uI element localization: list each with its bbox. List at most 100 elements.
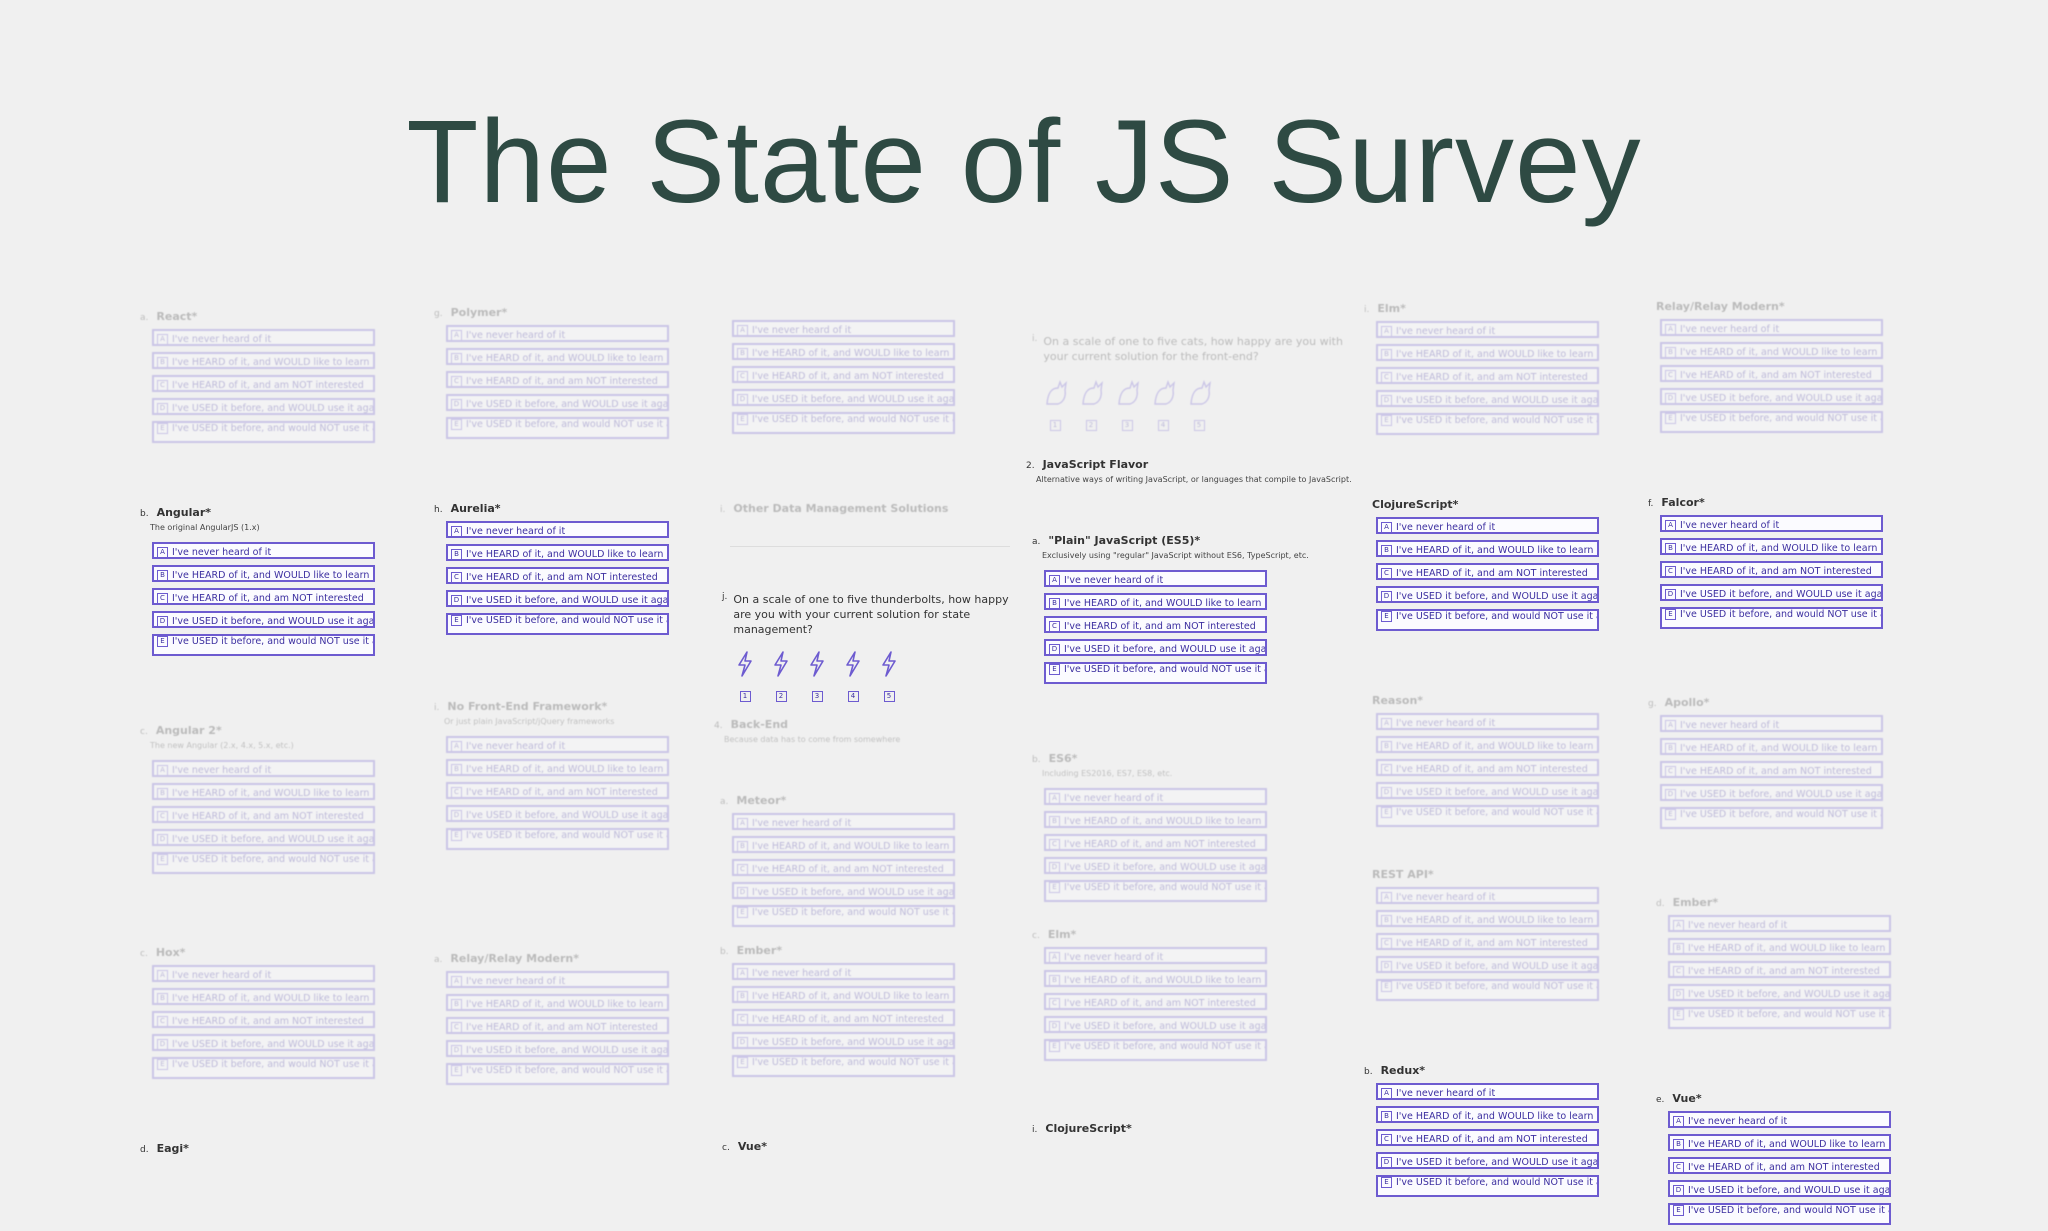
rating-choice[interactable]: 1 <box>734 651 756 702</box>
answer-option[interactable]: D I've USED it before, and WOULD use it a… <box>152 611 375 628</box>
answer-option[interactable]: A I've never heard of it <box>732 320 955 337</box>
answer-option[interactable]: B I've HEARD of it, and WOULD like to lea… <box>1044 970 1267 987</box>
answer-option[interactable]: D I've USED it before, and WOULD use it a… <box>446 1040 669 1057</box>
answer-option[interactable]: A I've never heard of it <box>1668 915 1891 932</box>
answer-option[interactable]: C I've HEARD of it, and am NOT interested <box>1376 1129 1599 1146</box>
answer-option[interactable]: C I've HEARD of it, and am NOT interested <box>1376 367 1599 384</box>
answer-option[interactable]: A I've never heard of it <box>1044 947 1267 964</box>
rating-choice[interactable]: 4 <box>1152 378 1175 431</box>
answer-option[interactable]: C I've HEARD of it, and am NOT interested <box>1668 961 1891 978</box>
answer-option[interactable]: D I've USED it before, and WOULD use it a… <box>1376 956 1599 973</box>
answer-option[interactable]: B I've HEARD of it, and WOULD like to lea… <box>732 836 955 853</box>
answer-option[interactable]: A I've never heard of it <box>152 542 375 559</box>
answer-option[interactable]: D I've USED it before, and WOULD use it a… <box>1376 782 1599 799</box>
answer-option[interactable]: B I've HEARD of it, and WOULD like to lea… <box>1668 1134 1891 1151</box>
answer-option[interactable]: E I've USED it before, and would NOT use … <box>1044 1039 1267 1061</box>
answer-option[interactable]: C I've HEARD of it, and am NOT interested <box>446 371 669 388</box>
answer-option[interactable]: E I've USED it before, and would NOT use … <box>732 905 955 927</box>
answer-option[interactable]: B I've HEARD of it, and WOULD like to lea… <box>1376 540 1599 557</box>
answer-option[interactable]: C I've HEARD of it, and am NOT interested <box>732 366 955 383</box>
answer-option[interactable]: C I've HEARD of it, and am NOT interested <box>152 1011 375 1028</box>
answer-option[interactable]: B I've HEARD of it, and WOULD like to lea… <box>1660 738 1883 755</box>
answer-option[interactable]: B I've HEARD of it, and WOULD like to lea… <box>732 343 955 360</box>
answer-option[interactable]: C I've HEARD of it, and am NOT interested <box>446 567 669 584</box>
answer-option[interactable]: E I've USED it before, and would NOT use … <box>1376 413 1599 435</box>
answer-option[interactable]: A I've never heard of it <box>446 736 669 753</box>
answer-option[interactable]: B I've HEARD of it, and WOULD like to lea… <box>446 348 669 365</box>
answer-option[interactable]: D I've USED it before, and WOULD use it a… <box>1376 390 1599 407</box>
answer-option[interactable]: C I've HEARD of it, and am NOT interested <box>1660 561 1883 578</box>
answer-option[interactable]: B I've HEARD of it, and WOULD like to lea… <box>1376 344 1599 361</box>
answer-option[interactable]: B I've HEARD of it, and WOULD like to lea… <box>1660 538 1883 555</box>
answer-option[interactable]: A I've never heard of it <box>1044 570 1267 587</box>
answer-option[interactable]: A I've never heard of it <box>446 971 669 988</box>
answer-option[interactable]: D I've USED it before, and WOULD use it a… <box>1044 857 1267 874</box>
answer-option[interactable]: A I've never heard of it <box>1044 788 1267 805</box>
answer-option[interactable]: C I've HEARD of it, and am NOT interested <box>732 1009 955 1026</box>
answer-option[interactable]: B I've HEARD of it, and WOULD like to lea… <box>1660 342 1883 359</box>
answer-option[interactable]: C I've HEARD of it, and am NOT interested <box>152 588 375 605</box>
answer-option[interactable]: D I've USED it before, and WOULD use it a… <box>1376 586 1599 603</box>
answer-option[interactable]: E I've USED it before, and would NOT use … <box>1044 880 1267 902</box>
answer-option[interactable]: E I've USED it before, and would NOT use … <box>1660 807 1883 829</box>
rating-choice[interactable]: 1 <box>1044 378 1067 431</box>
answer-option[interactable]: B I've HEARD of it, and WOULD like to lea… <box>732 986 955 1003</box>
answer-option[interactable]: E I've USED it before, and would NOT use … <box>152 852 375 874</box>
answer-option[interactable]: E I've USED it before, and would NOT use … <box>152 1057 375 1079</box>
answer-option[interactable]: E I've USED it before, and would NOT use … <box>1376 1175 1599 1197</box>
answer-option[interactable]: E I've USED it before, and would NOT use … <box>1660 607 1883 629</box>
answer-option[interactable]: D I've USED it before, and WOULD use it a… <box>446 590 669 607</box>
answer-option[interactable]: E I've USED it before, and would NOT use … <box>732 412 955 434</box>
answer-option[interactable]: A I've never heard of it <box>1668 1111 1891 1128</box>
answer-option[interactable]: D I've USED it before, and WOULD use it a… <box>1668 1180 1891 1197</box>
answer-option[interactable]: C I've HEARD of it, and am NOT interested <box>1376 759 1599 776</box>
answer-option[interactable]: D I've USED it before, and WOULD use it a… <box>152 829 375 846</box>
answer-option[interactable]: A I've never heard of it <box>152 329 375 346</box>
answer-option[interactable]: D I've USED it before, and WOULD use it a… <box>732 389 955 406</box>
answer-option[interactable]: C I've HEARD of it, and am NOT interested <box>1668 1157 1891 1174</box>
rating-choice[interactable]: 3 <box>1116 378 1139 431</box>
answer-option[interactable]: D I've USED it before, and WOULD use it a… <box>732 1032 955 1049</box>
answer-option[interactable]: B I've HEARD of it, and WOULD like to lea… <box>1044 593 1267 610</box>
answer-option[interactable]: A I've never heard of it <box>1660 319 1883 336</box>
rating-choice[interactable]: 3 <box>806 651 828 702</box>
answer-option[interactable]: C I've HEARD of it, and am NOT interested <box>1044 993 1267 1010</box>
answer-option[interactable]: C I've HEARD of it, and am NOT interested <box>1044 834 1267 851</box>
answer-option[interactable]: D I've USED it before, and WOULD use it a… <box>732 882 955 899</box>
rating-choice[interactable]: 2 <box>770 651 792 702</box>
answer-option[interactable]: B I've HEARD of it, and WOULD like to lea… <box>152 565 375 582</box>
answer-option[interactable]: E I've USED it before, and would NOT use … <box>1044 662 1267 684</box>
answer-option[interactable]: B I've HEARD of it, and WOULD like to lea… <box>152 988 375 1005</box>
answer-option[interactable]: E I've USED it before, and would NOT use … <box>1376 979 1599 1001</box>
answer-option[interactable]: A I've never heard of it <box>732 963 955 980</box>
answer-option[interactable]: B I've HEARD of it, and WOULD like to lea… <box>1044 811 1267 828</box>
answer-option[interactable]: A I've never heard of it <box>152 965 375 982</box>
answer-option[interactable]: D I've USED it before, and WOULD use it a… <box>1660 784 1883 801</box>
answer-option[interactable]: A I've never heard of it <box>446 325 669 342</box>
answer-option[interactable]: E I've USED it before, and would NOT use … <box>446 417 669 439</box>
rating-choice[interactable]: 5 <box>1188 378 1211 431</box>
answer-option[interactable]: A I've never heard of it <box>1376 1083 1599 1100</box>
answer-option[interactable]: E I've USED it before, and would NOT use … <box>732 1055 955 1077</box>
answer-option[interactable]: C I've HEARD of it, and am NOT interested <box>1044 616 1267 633</box>
answer-option[interactable]: E I've USED it before, and would NOT use … <box>1668 1007 1891 1029</box>
answer-option[interactable]: E I've USED it before, and would NOT use … <box>1660 411 1883 433</box>
answer-option[interactable]: C I've HEARD of it, and am NOT interested <box>1660 365 1883 382</box>
answer-option[interactable]: D I've USED it before, and WOULD use it a… <box>1668 984 1891 1001</box>
answer-option[interactable]: C I've HEARD of it, and am NOT interested <box>1376 933 1599 950</box>
answer-option[interactable]: A I've never heard of it <box>732 813 955 830</box>
answer-option[interactable]: D I've USED it before, and WOULD use it a… <box>1660 388 1883 405</box>
rating-choice[interactable]: 2 <box>1080 378 1103 431</box>
answer-option[interactable]: A I've never heard of it <box>1376 321 1599 338</box>
answer-option[interactable]: E I've USED it before, and would NOT use … <box>446 613 669 635</box>
answer-option[interactable]: E I've USED it before, and would NOT use … <box>1668 1203 1891 1225</box>
answer-option[interactable]: A I've never heard of it <box>1376 713 1599 730</box>
answer-option[interactable]: D I've USED it before, and WOULD use it a… <box>446 394 669 411</box>
answer-option[interactable]: C I've HEARD of it, and am NOT interested <box>152 375 375 392</box>
answer-option[interactable]: D I've USED it before, and WOULD use it a… <box>1660 584 1883 601</box>
answer-option[interactable]: B I've HEARD of it, and WOULD like to lea… <box>446 994 669 1011</box>
answer-option[interactable]: B I've HEARD of it, and WOULD like to lea… <box>1668 938 1891 955</box>
answer-option[interactable]: E I've USED it before, and would NOT use … <box>152 421 375 443</box>
answer-option[interactable]: B I've HEARD of it, and WOULD like to lea… <box>446 544 669 561</box>
answer-option[interactable]: D I've USED it before, and WOULD use it a… <box>1376 1152 1599 1169</box>
